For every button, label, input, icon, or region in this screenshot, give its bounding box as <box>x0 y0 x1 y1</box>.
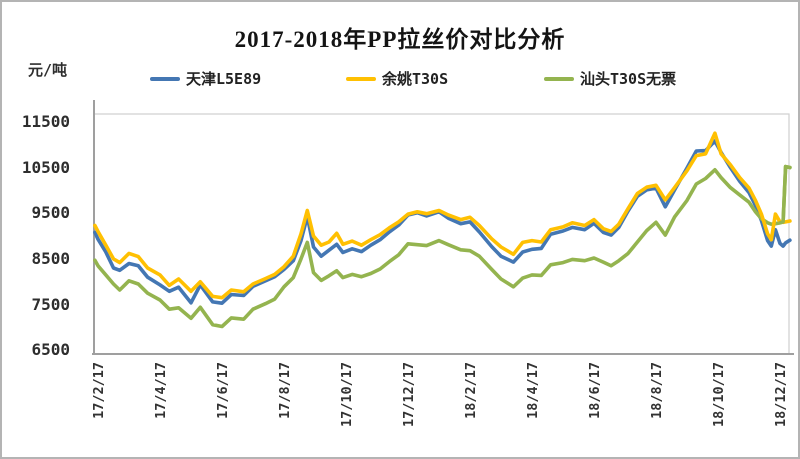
series-line-green-endspike <box>778 164 792 225</box>
series-line-0 <box>93 139 792 306</box>
y-axis-tick-label: 7500 <box>31 294 70 314</box>
chart-title: 2017-2018年PP拉丝价对比分析 <box>234 27 566 52</box>
y-axis-tick-label: 9500 <box>31 203 70 223</box>
x-axis-tick-label: 17/10/17 <box>339 362 355 427</box>
legend-label: 余姚T30S <box>382 70 449 88</box>
legend-label: 汕头T30S无票 <box>580 70 677 88</box>
x-axis-tick-label: 18/10/17 <box>711 362 727 427</box>
x-axis-tick-label: 18/2/17 <box>463 362 479 419</box>
y-axis-tick-label: 6500 <box>31 340 70 360</box>
legend-line-swatch-blue <box>150 76 180 81</box>
series-line-1 <box>93 131 792 300</box>
plot-border <box>93 113 790 355</box>
x-axis-tick-label: 17/12/17 <box>401 362 417 427</box>
y-axis-unit-label: 元/吨 <box>28 61 68 79</box>
legend-item-tianjin: 天津L5E89 <box>150 68 261 89</box>
x-axis-tick-label: 18/8/17 <box>649 362 665 419</box>
x-axis-tick-label: 17/8/17 <box>277 362 293 419</box>
y-axis-tick-label: 11500 <box>21 111 70 131</box>
x-axis-tick-label: 18/4/17 <box>525 362 541 419</box>
x-axis-tick-label: 18/6/17 <box>587 362 603 419</box>
y-axis-tick-label: 10500 <box>21 157 70 177</box>
x-axis-tick-label: 17/4/17 <box>153 362 169 419</box>
legend-label: 天津L5E89 <box>186 70 262 88</box>
legend-item-yuyao: 余姚T30S <box>346 68 448 89</box>
x-axis-tick-label: 18/12/17 <box>773 362 789 427</box>
legend-line-swatch-green <box>544 76 574 81</box>
x-axis-tick-label: 17/6/17 <box>215 362 231 419</box>
y-axis-tick-label: 8500 <box>31 248 70 268</box>
series-line-2 <box>93 164 792 329</box>
legend-item-shantou: 汕头T30S无票 <box>544 68 676 89</box>
x-axis-tick-label: 17/2/17 <box>91 362 107 419</box>
legend-line-swatch-yellow <box>346 76 376 81</box>
